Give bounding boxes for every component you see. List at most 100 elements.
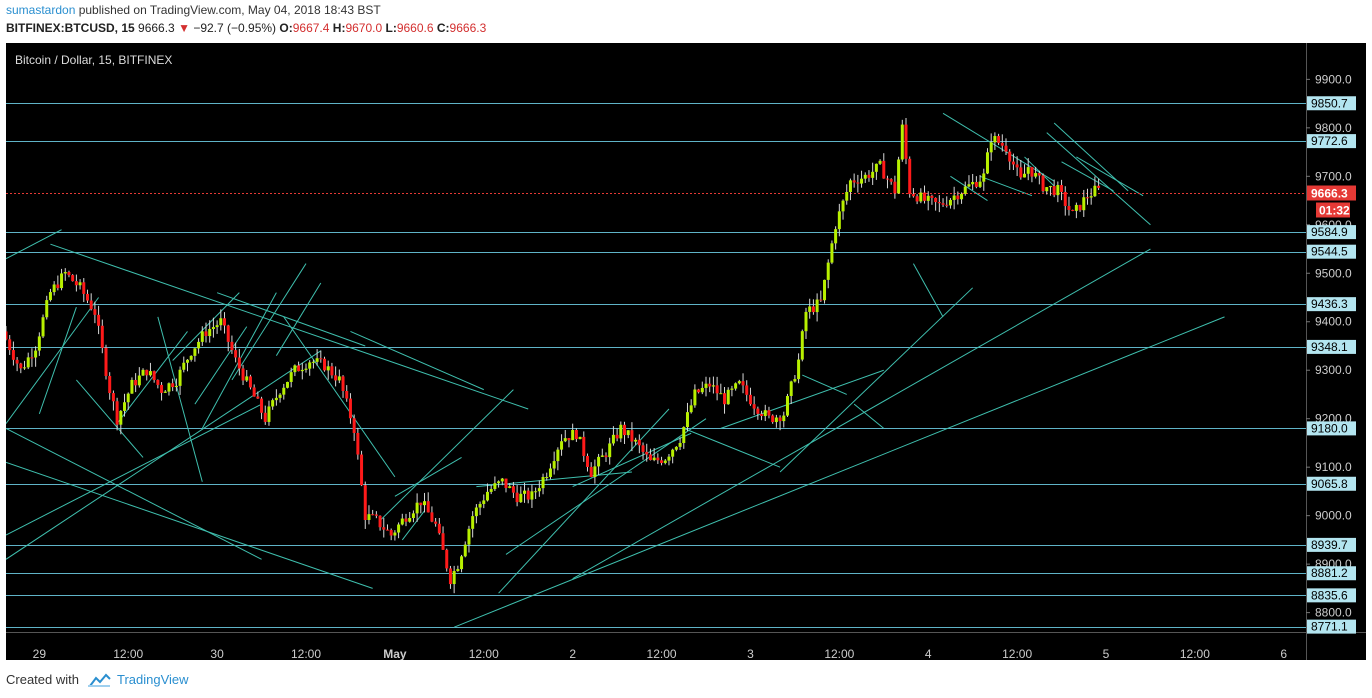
- candle-body: [489, 489, 493, 492]
- x-tick-label: 5: [1103, 647, 1110, 660]
- candle-body: [67, 272, 71, 276]
- candle-body: [582, 436, 586, 456]
- candle-body: [811, 306, 815, 313]
- candle-body: [1078, 204, 1082, 211]
- candle-body: [267, 406, 271, 422]
- candle-body: [30, 357, 34, 359]
- level-label: 9772.6: [1311, 134, 1348, 148]
- candle-body: [234, 350, 238, 358]
- candle-body: [560, 441, 564, 450]
- open-value: 9667.4: [292, 21, 330, 35]
- candle-body: [785, 395, 789, 416]
- candle-body: [174, 385, 178, 388]
- candle-body: [74, 281, 78, 286]
- trend-line: [979, 175, 1033, 197]
- y-tick-label: 8800.0: [1315, 606, 1352, 620]
- created-with-text: Created with: [6, 672, 79, 687]
- candle-body: [526, 490, 530, 500]
- candle-body: [623, 424, 627, 436]
- candle-body: [1063, 191, 1067, 206]
- candle-body: [537, 488, 541, 492]
- candle-body: [993, 136, 997, 143]
- candle-body: [908, 158, 912, 195]
- publisher-name[interactable]: sumastardon: [6, 3, 76, 17]
- x-tick-label: 2: [569, 647, 576, 660]
- candle-body: [837, 211, 841, 230]
- candle-body: [167, 383, 171, 392]
- candle-body: [448, 568, 452, 585]
- trend-line: [194, 326, 248, 405]
- level-label-box: [1307, 421, 1356, 436]
- candle-body: [319, 358, 323, 360]
- candle-body: [989, 142, 993, 153]
- candle-body: [1000, 142, 1004, 146]
- y-tick-label: 9500.0: [1315, 266, 1352, 280]
- candle-body: [111, 393, 115, 402]
- candle-body: [256, 396, 260, 399]
- candle-body: [863, 174, 867, 179]
- candle-body: [1052, 186, 1056, 196]
- candle-body: [308, 362, 312, 369]
- candle-body: [897, 159, 901, 194]
- candle-body: [515, 492, 519, 503]
- candle-body: [871, 171, 875, 178]
- candle-body: [160, 384, 164, 393]
- candle-body: [360, 454, 364, 486]
- x-tick-label: 12:00: [1180, 647, 1210, 660]
- candle-body: [485, 491, 489, 501]
- candle-body: [845, 192, 849, 201]
- candle-body: [700, 387, 704, 393]
- candle-body: [523, 490, 527, 494]
- candle-body: [930, 195, 934, 198]
- candle-body: [197, 341, 201, 349]
- candle-body: [763, 410, 767, 417]
- x-tick-label: 12:00: [824, 647, 854, 660]
- candle-body: [423, 501, 427, 506]
- trend-line: [720, 369, 884, 429]
- low-value: 9660.6: [396, 21, 434, 35]
- candle-body: [926, 195, 930, 201]
- candle-body: [482, 500, 486, 504]
- candle-body: [1030, 167, 1034, 177]
- candle-body: [137, 375, 141, 386]
- candle-body: [1060, 185, 1064, 192]
- candle-body: [774, 417, 778, 423]
- candle-body: [534, 491, 538, 493]
- low-label: L:: [385, 21, 397, 35]
- candle-body: [589, 466, 593, 477]
- candle-body: [767, 410, 771, 416]
- candle-body: [867, 174, 871, 178]
- current-price-box: [1307, 185, 1356, 201]
- level-label: 8939.7: [1311, 538, 1348, 552]
- candle-body: [97, 314, 101, 326]
- countdown-box: [1316, 202, 1350, 218]
- level-label: 8881.2: [1311, 566, 1348, 580]
- candle-body: [123, 402, 127, 411]
- chart-area[interactable]: 8800.0 8900.0 9000.0 9100.0 9200.0 9300.0 9400…: [6, 43, 1366, 660]
- candle-body: [504, 478, 508, 488]
- candle-body: [389, 530, 393, 536]
- candle-body: [189, 355, 193, 360]
- candle-body: [585, 455, 589, 467]
- candle-body: [719, 393, 723, 395]
- candle-body: [667, 456, 671, 461]
- candle-body: [567, 438, 571, 441]
- candle-body: [204, 331, 208, 337]
- candle-body: [430, 512, 434, 522]
- trend-line: [683, 427, 781, 468]
- trend-line: [572, 432, 692, 488]
- level-label-box: [1307, 244, 1356, 259]
- tradingview-link[interactable]: TradingView: [116, 672, 189, 687]
- x-tick-label: 12:00: [291, 647, 321, 660]
- candle-body: [356, 432, 360, 455]
- candle-body: [800, 331, 804, 360]
- current-price-label: 9666.3: [1311, 187, 1348, 201]
- price-chart[interactable]: 8800.08900.09000.09100.09200.09300.09400…: [6, 43, 1366, 660]
- trend-line: [942, 112, 1055, 182]
- candle-body: [945, 204, 949, 206]
- candle-body: [634, 439, 638, 442]
- candle-body: [641, 445, 645, 452]
- candle-body: [1082, 197, 1086, 211]
- candle-body: [752, 404, 756, 409]
- candle-body: [452, 571, 456, 585]
